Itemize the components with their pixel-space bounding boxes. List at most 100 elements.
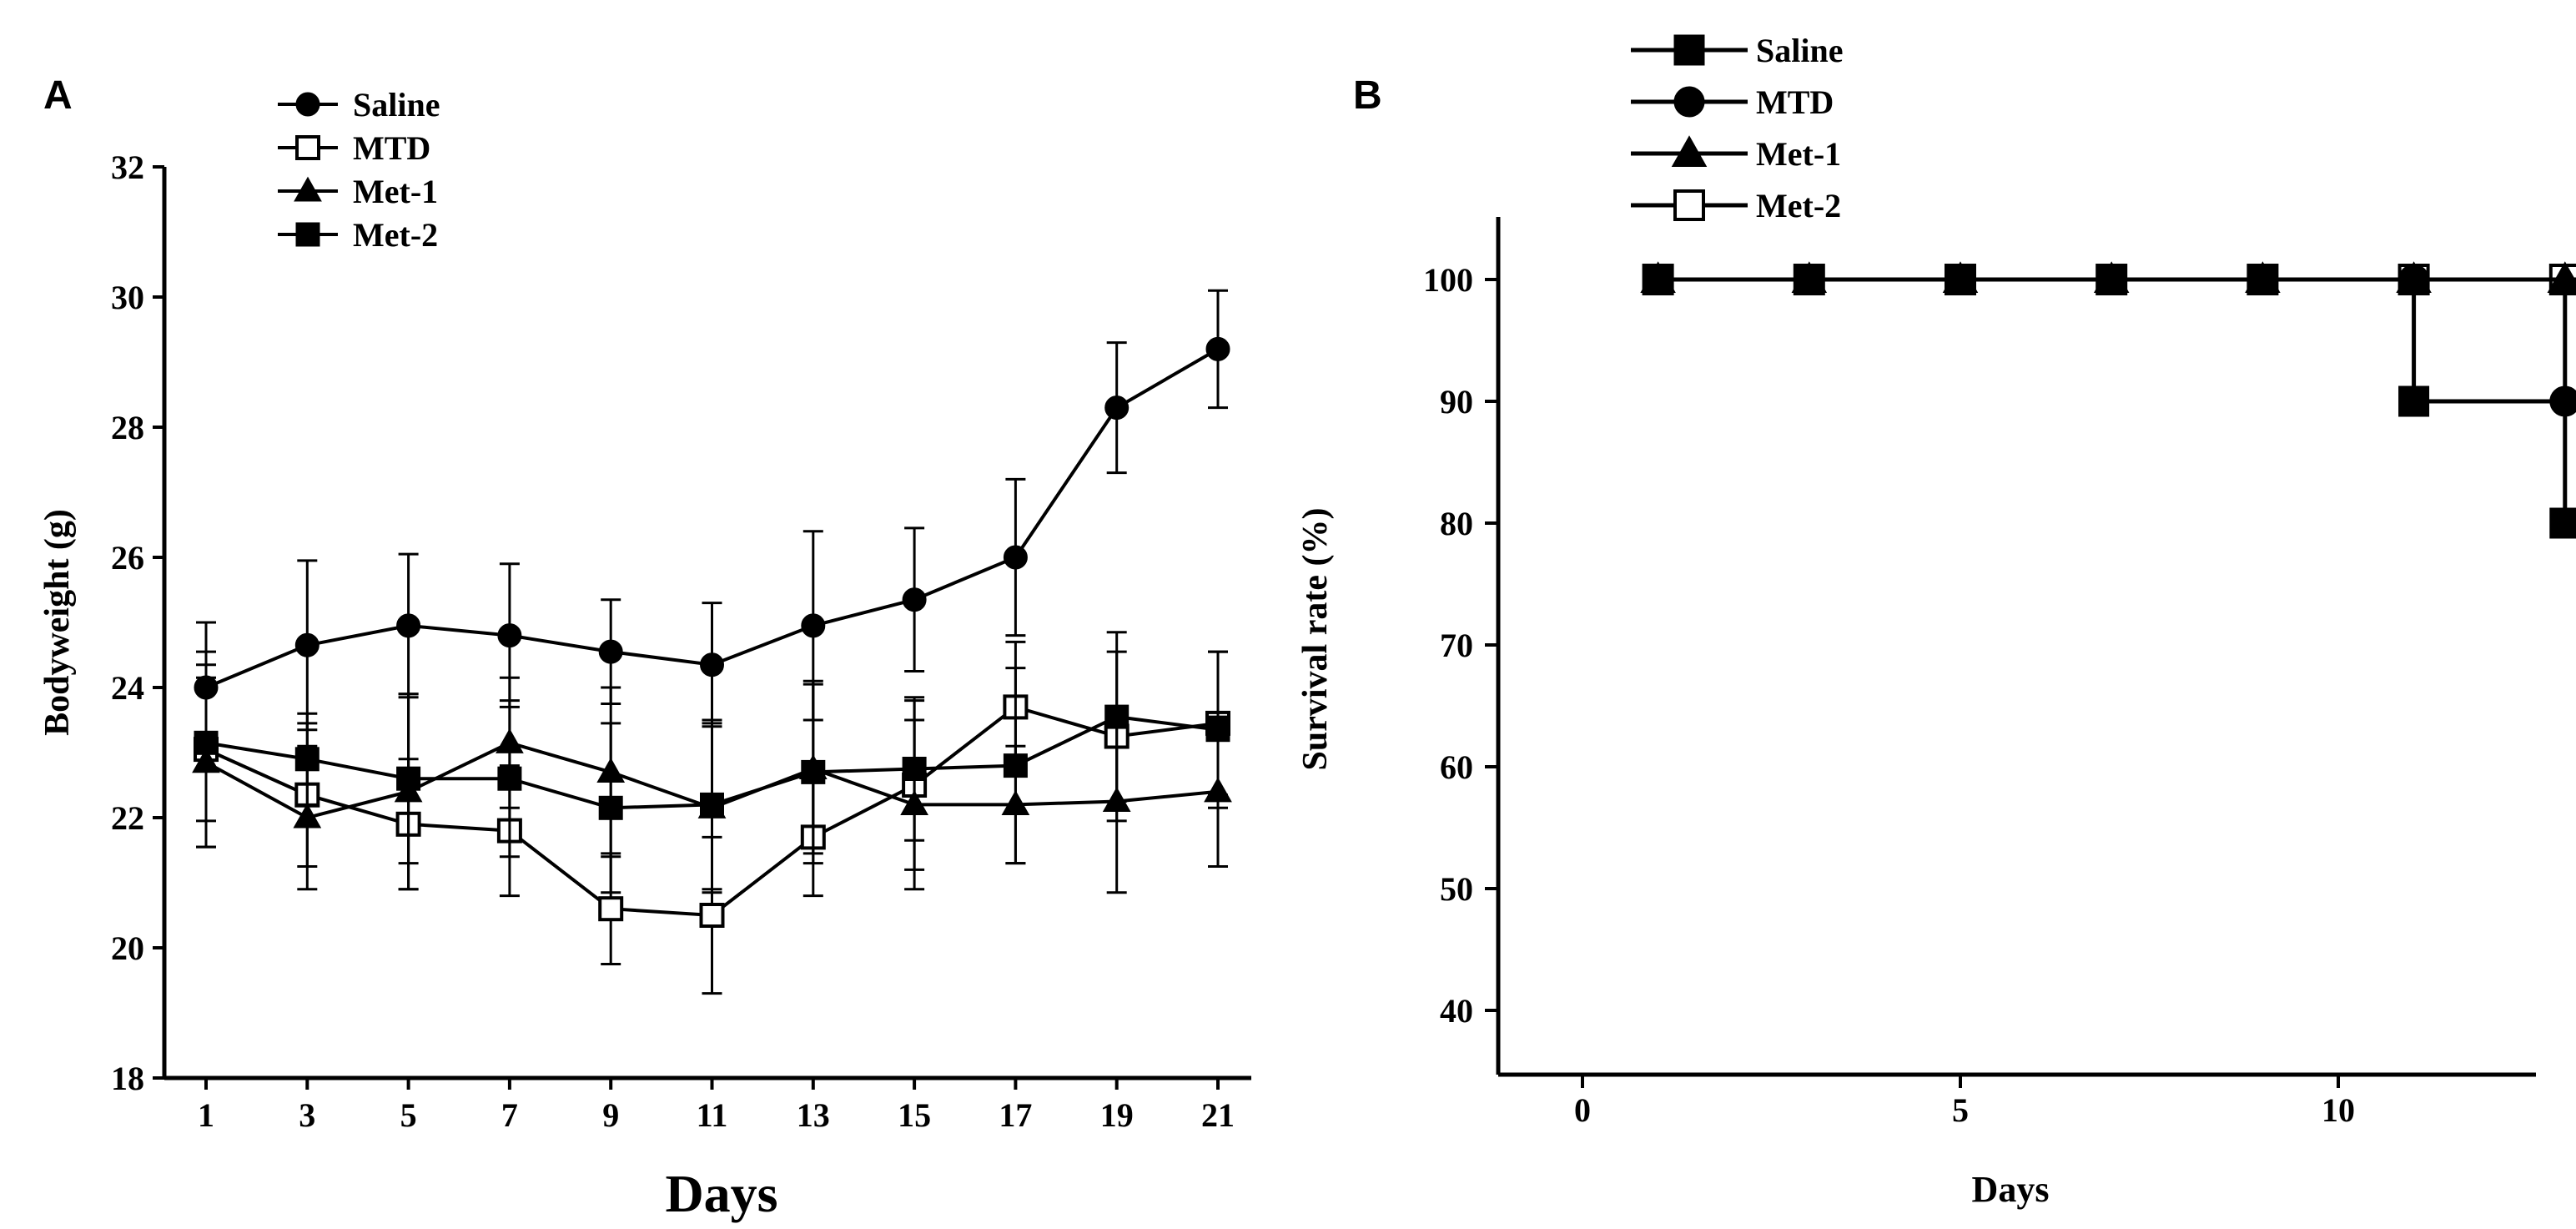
panel-b-legend-marker	[1671, 135, 1708, 167]
panel-a-y-tick-label: 28	[111, 409, 144, 446]
panel-b-legend-marker	[1673, 34, 1705, 66]
panel-b-legend: Saline MTD Met-1 Met-2	[1631, 32, 1843, 224]
panel-a-point	[700, 792, 724, 817]
panel-b-legend-label: Saline	[1756, 32, 1843, 69]
panel-b-y-tick-label: 100	[1423, 261, 1473, 299]
panel-a-y-tick-label: 30	[111, 279, 144, 316]
panel-b-x-axis-title: Days	[1972, 1169, 2050, 1210]
panel-a-point	[801, 759, 826, 784]
panel-a-legend-marker	[295, 135, 320, 160]
panel-a-legend-marker	[295, 222, 320, 247]
panel-b: B Saline MTD Met-1 Met-2 40 50 60 70 80 90 100 0 5…	[1296, 32, 2576, 1210]
panel-b-point	[2246, 264, 2278, 295]
panel-a-legend-item: MTD	[278, 129, 430, 167]
panel-b-legend-item: Saline	[1631, 32, 1843, 69]
panel-b-legend-marker	[1673, 86, 1705, 118]
panel-a-point	[497, 766, 522, 791]
panel-b-label: B	[1353, 73, 1382, 118]
panel-a-point	[396, 766, 421, 791]
panel-a-axes	[162, 167, 1251, 1080]
panel-a-x-tick-label: 15	[898, 1096, 931, 1134]
panel-a-point	[1205, 336, 1230, 361]
panel-a-legend-label: Met-1	[353, 173, 438, 210]
panel-b-axes	[1496, 217, 2536, 1077]
panel-a-x-tick-label: 3	[299, 1096, 315, 1134]
panel-a-legend-label: Saline	[353, 86, 440, 123]
panel-b-point	[2096, 264, 2127, 295]
panel-a-y-ticks: 18 20 22 24 26 28 30 32	[111, 149, 164, 1097]
panel-b-y-tick-label: 90	[1440, 383, 1473, 421]
panel-a-y-tick-label: 32	[111, 149, 144, 186]
panel-b-point	[1643, 264, 1674, 295]
panel-a-legend-label: Met-2	[353, 216, 438, 254]
panel-b-series-mtd	[1643, 264, 2576, 417]
panel-a-x-tick-label: 9	[602, 1096, 619, 1134]
panel-a-point	[294, 632, 319, 657]
panel-a-point	[293, 803, 322, 829]
panel-b-y-ticks: 40 50 60 70 80 90 100	[1423, 261, 1498, 1030]
panel-a-point	[396, 613, 421, 638]
panel-a-point	[699, 903, 725, 928]
panel-b-legend-label: Met-2	[1756, 187, 1841, 224]
panel-a-point	[1104, 395, 1130, 421]
panel-a-point	[902, 757, 927, 781]
panel-b-y-tick-label: 40	[1440, 992, 1473, 1030]
panel-a-y-tick-label: 18	[111, 1060, 144, 1097]
panel-a-legend-item: Met-1	[278, 173, 438, 210]
panel-a-legend-item: Met-2	[278, 216, 438, 254]
panel-b-series	[1640, 261, 2576, 539]
panel-a-point	[902, 587, 927, 612]
panel-b-series-line	[1658, 277, 2576, 526]
panel-a-point	[598, 795, 623, 820]
panel-a-point	[497, 623, 522, 648]
panel-a: A Saline MTD Met-1 Met-2 18 20 22 24 26 28 30 32 1…	[38, 73, 1251, 1223]
panel-b-point	[1945, 264, 1976, 295]
panel-b-x-tick-label: 10	[2322, 1091, 2355, 1129]
panel-b-point	[2549, 507, 2576, 539]
panel-b-y-tick-label: 50	[1440, 870, 1473, 908]
panel-a-point	[294, 747, 319, 772]
panel-b-point	[2398, 385, 2430, 417]
panel-a-x-tick-label: 5	[400, 1096, 417, 1134]
panel-b-legend-label: MTD	[1756, 83, 1834, 121]
panel-b-y-axis-title: Survival rate (%)	[1296, 508, 1335, 771]
panel-a-point	[1003, 753, 1028, 778]
panel-a-x-tick-label: 17	[999, 1096, 1032, 1134]
panel-a-x-tick-label: 19	[1100, 1096, 1134, 1134]
panel-b-x-ticks: 0510152025	[1574, 1075, 2355, 1129]
panel-b-y-tick-label: 60	[1440, 748, 1473, 786]
panel-b-legend-marker	[1673, 189, 1705, 221]
panel-a-x-axis-title: Days	[665, 1164, 777, 1223]
panel-b-y-tick-label: 70	[1440, 627, 1473, 664]
panel-b-series-line	[1658, 277, 2576, 404]
panel-a-x-tick-label: 7	[501, 1096, 518, 1134]
panel-a-legend-marker	[295, 92, 320, 117]
panel-b-legend-label: Met-1	[1756, 135, 1841, 173]
panel-b-y-tick-label: 80	[1440, 505, 1473, 542]
panel-b-legend-item: Met-1	[1631, 135, 1841, 173]
panel-a-legend: Saline MTD Met-1 Met-2	[278, 86, 440, 254]
panel-a-series-met-2	[194, 631, 1230, 894]
panel-b-x-tick-label: 0	[1574, 1091, 1591, 1129]
panel-a-y-tick-label: 20	[111, 929, 144, 967]
panel-a-point	[1104, 704, 1130, 729]
panel-a-x-tick-label: 21	[1201, 1096, 1235, 1134]
panel-a-point	[1003, 545, 1028, 570]
panel-a-point	[801, 613, 826, 638]
panel-a-y-tick-label: 22	[111, 799, 144, 837]
panel-b-x-tick-label: 5	[1952, 1091, 1969, 1129]
panel-a-point	[598, 896, 624, 922]
panel-a-legend-marker	[294, 176, 322, 202]
panel-b-series-saline	[1643, 264, 2576, 539]
panel-a-y-tick-label: 24	[111, 669, 144, 707]
panel-a-y-tick-label: 26	[111, 539, 144, 577]
panel-a-point	[598, 639, 623, 664]
panel-a-point	[194, 730, 219, 755]
panel-b-point	[1794, 264, 1825, 295]
panel-a-point	[700, 652, 724, 677]
panel-a-point	[1205, 718, 1230, 743]
panel-a-x-tick-label: 11	[697, 1096, 728, 1134]
panel-a-x-tick-label: 1	[198, 1096, 214, 1134]
panel-a-label: A	[43, 73, 73, 118]
